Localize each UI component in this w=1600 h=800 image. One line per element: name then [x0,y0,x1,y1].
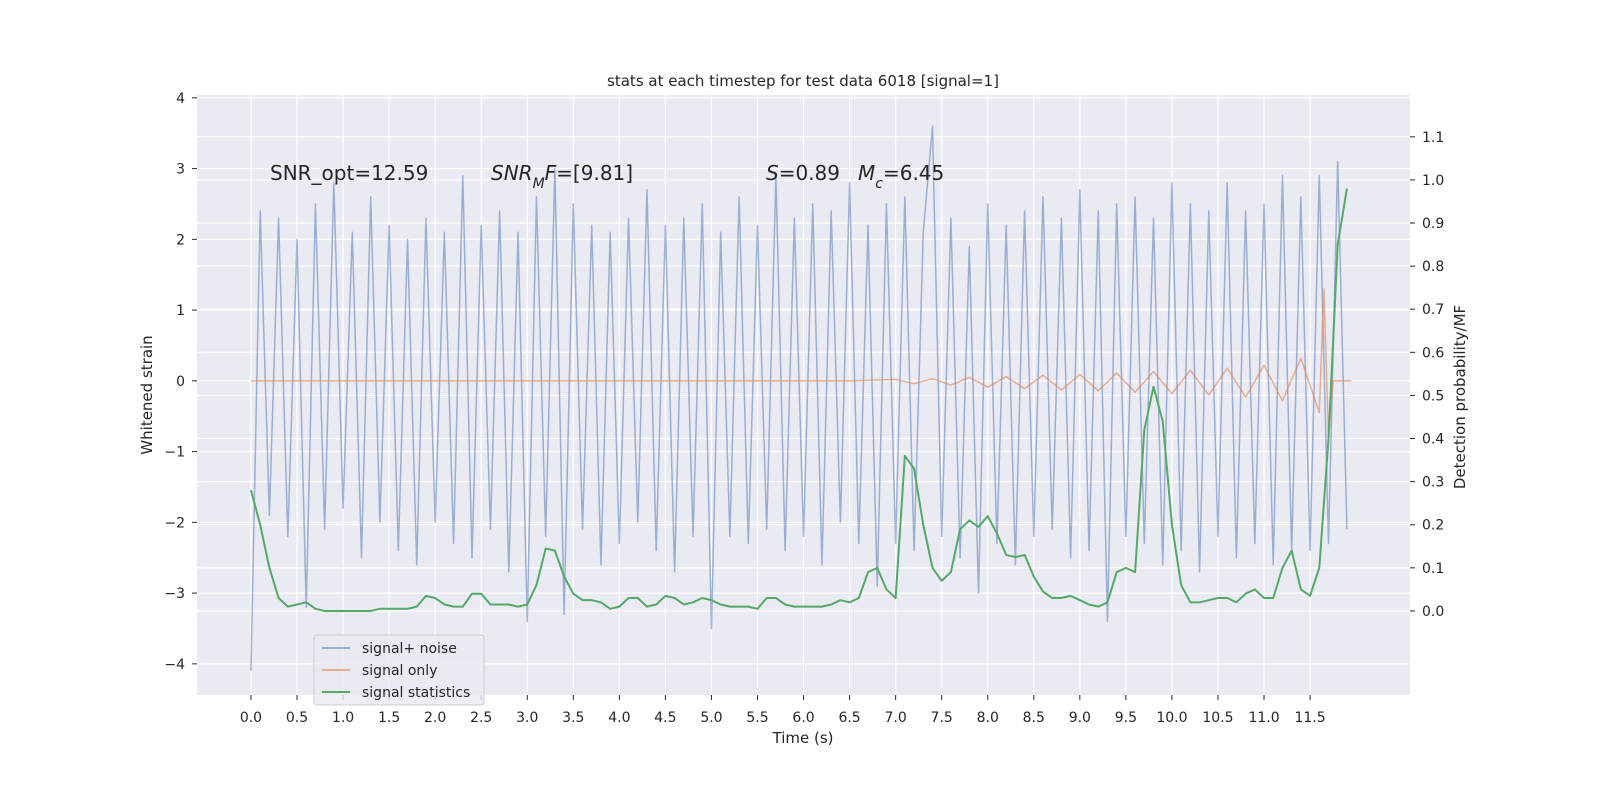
x-axis-label: Time (s) [772,729,834,747]
y2-tick-label: 0.9 [1422,216,1444,232]
annotation-part: SNR_opt=12.59 [270,161,428,185]
y2-tick-label: 0.2 [1422,518,1444,534]
x-tick-label: 11.5 [1294,710,1325,726]
y-tick-label: 0 [176,374,185,390]
x-tick-label: 7.0 [885,710,907,726]
x-tick-label: 0.0 [240,710,262,726]
x-tick-label: 6.5 [838,710,860,726]
x-tick-label: 4.5 [654,710,676,726]
annotation: SNRMF=[9.81] [491,161,633,192]
x-tick-label: 6.0 [792,710,814,726]
marks [250,125,1352,671]
annotation-part: =0.89 [779,161,840,185]
y-tick-label: 2 [176,232,185,248]
x-tick-label: 5.0 [700,710,722,726]
annotation-part: SNR [491,161,533,185]
y-tick-label: −1 [164,445,185,461]
x-tick-label: 10.0 [1156,710,1187,726]
annotation-part: M [533,176,545,192]
annotation-part: M [858,161,875,185]
annotation-part: S [766,161,779,185]
y2-tick-label: 0.5 [1422,388,1444,404]
x-tick-label: 11.0 [1248,710,1279,726]
x-tick-label: 4.0 [608,710,630,726]
x-tick-label: 9.5 [1115,710,1137,726]
y-tick-label: −4 [164,657,185,673]
y2-tick-label: 0.4 [1422,432,1444,448]
annotation: Mc=6.45 [858,161,944,192]
x-tick-label: 0.5 [286,710,308,726]
y2-tick-label: 0.7 [1422,302,1444,318]
legend-label: signal statistics [362,685,470,701]
annotation: SNR_opt=12.59 [270,161,428,185]
x-tick-label: 7.5 [931,710,953,726]
labels: 0.0 0.5 1.0 1.5 2.0 2.5 3.0 3.5 4.0 4.5 5.0 5.5 6.0 6… [164,91,1444,726]
x-tick-label: 8.5 [1023,710,1045,726]
x-tick-label: 5.5 [746,710,768,726]
y2-tick-label: 0.3 [1422,475,1444,491]
y2-tick-label: 1.0 [1422,173,1444,189]
x-tick-label: 8.0 [977,710,999,726]
y2-tick-label: 0.6 [1422,345,1444,361]
x-tick-label: 10.5 [1202,710,1233,726]
series-line [250,288,1352,439]
legend-label: signal only [362,663,437,679]
chart-title: stats at each timestep for test data 601… [607,72,999,90]
x-tick-label: 1.0 [332,710,354,726]
legend-box [313,634,485,706]
x-tick-label: 3.0 [516,710,538,726]
y2-tick-label: 0.1 [1422,561,1444,577]
y2-axis-label: Detection probability/MF [1451,305,1469,489]
y-tick-label: −2 [164,515,185,531]
annotation-part: c [875,176,883,192]
annotation-part: =6.45 [883,161,944,185]
x-tick-label: 1.5 [378,710,400,726]
y-tick-label: 3 [176,162,185,178]
series-line [250,125,1348,671]
x-tick-label: 2.0 [424,710,446,726]
y2-tick-label: 0.0 [1422,604,1444,620]
annotation-part: F [545,161,557,185]
x-tick-label: 9.0 [1069,710,1091,726]
series-line [250,188,1348,612]
legend-label: signal+ noise [362,641,457,657]
y-axis-label: Whitened strain [138,335,156,454]
y2-tick-label: 1.1 [1422,130,1444,146]
annotation: S=0.89 [766,161,840,185]
y-tick-label: −3 [164,586,185,602]
x-tick-label: 3.5 [562,710,584,726]
y-tick-label: 1 [176,303,185,319]
y-tick-label: 4 [176,91,185,107]
y2-tick-label: 0.8 [1422,259,1444,275]
x-tick-label: 2.5 [470,710,492,726]
annotation-part: =[9.81] [556,161,633,185]
